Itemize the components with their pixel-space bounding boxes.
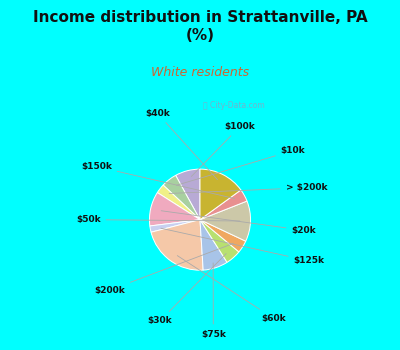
Text: $20k: $20k [161,211,316,235]
Wedge shape [200,220,239,262]
Text: $10k: $10k [176,146,306,185]
Text: $100k: $100k [191,122,255,176]
Wedge shape [150,220,200,232]
Text: $60k: $60k [177,256,286,323]
Text: White residents: White residents [151,66,249,79]
Text: $75k: $75k [201,263,226,338]
Text: $150k: $150k [81,162,234,198]
Wedge shape [151,220,203,270]
Wedge shape [176,169,200,220]
Text: $30k: $30k [148,253,226,325]
Wedge shape [200,190,247,220]
Wedge shape [200,169,241,220]
Wedge shape [200,220,227,270]
Wedge shape [200,201,250,241]
Wedge shape [150,193,200,226]
Wedge shape [163,175,200,220]
Text: $50k: $50k [76,215,240,224]
Wedge shape [200,220,246,252]
Text: > $200k: > $200k [169,183,327,194]
Text: $40k: $40k [145,109,218,180]
Text: $200k: $200k [94,244,233,295]
Text: $125k: $125k [161,228,324,265]
Wedge shape [157,185,200,220]
Text: ⓘ City-Data.com: ⓘ City-Data.com [203,101,264,110]
Text: Income distribution in Strattanville, PA
(%): Income distribution in Strattanville, PA… [33,10,367,43]
